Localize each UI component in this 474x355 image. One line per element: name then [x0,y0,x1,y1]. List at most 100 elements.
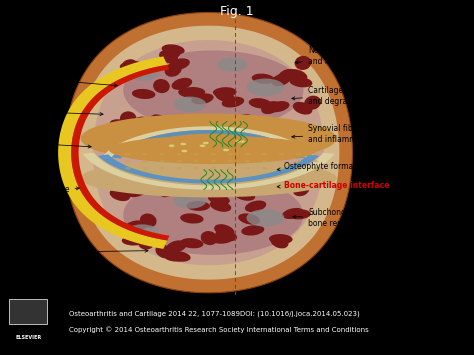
Polygon shape [64,12,353,293]
Ellipse shape [262,167,267,170]
Ellipse shape [180,238,203,248]
Ellipse shape [125,167,131,170]
Ellipse shape [210,167,216,170]
Ellipse shape [228,153,233,155]
Ellipse shape [292,182,310,196]
Ellipse shape [123,175,303,255]
Ellipse shape [279,160,284,163]
Ellipse shape [222,97,244,108]
Ellipse shape [138,235,155,250]
Ellipse shape [155,245,173,258]
Polygon shape [78,26,339,280]
Ellipse shape [182,87,205,97]
Ellipse shape [109,136,318,164]
Text: Synovial fibrosis
and inflammation: Synovial fibrosis and inflammation [292,125,376,144]
Ellipse shape [143,119,163,132]
Ellipse shape [246,78,284,96]
Ellipse shape [120,111,137,126]
Ellipse shape [180,213,203,224]
Ellipse shape [220,173,254,189]
Polygon shape [93,40,324,265]
Text: Osteoarthritis and Cartilage 2014 22, 1077-1089DOI: (10.1016/j.joca.2014.05.023): Osteoarthritis and Cartilage 2014 22, 10… [69,311,359,317]
Ellipse shape [213,87,237,97]
Ellipse shape [159,160,165,163]
Ellipse shape [178,88,201,98]
Text: Synovium: Synovium [0,138,91,148]
Text: ELSEVIER: ELSEVIER [15,335,42,340]
Ellipse shape [238,213,260,225]
Text: Copyright © 2014 Osteoarthritis Research Society International Terms and Conditi: Copyright © 2014 Osteoarthritis Research… [69,327,368,333]
Ellipse shape [81,159,337,197]
Ellipse shape [135,116,156,129]
Ellipse shape [228,160,233,163]
Ellipse shape [290,77,312,87]
Text: Ligament: Ligament [0,107,103,116]
Ellipse shape [162,44,185,55]
Ellipse shape [279,167,284,170]
Ellipse shape [234,189,255,201]
Ellipse shape [246,183,269,193]
Ellipse shape [295,56,311,70]
Ellipse shape [125,153,131,155]
Ellipse shape [261,101,280,114]
Ellipse shape [164,252,188,262]
Ellipse shape [176,160,182,163]
Ellipse shape [201,231,218,245]
Ellipse shape [214,224,235,236]
Ellipse shape [126,220,148,231]
Ellipse shape [269,234,292,244]
Ellipse shape [186,201,210,211]
Ellipse shape [262,153,267,155]
Ellipse shape [278,69,296,82]
Text: Bone marrow: Bone marrow [33,247,148,257]
Ellipse shape [287,209,311,219]
Ellipse shape [249,98,272,109]
Ellipse shape [168,144,175,147]
Ellipse shape [159,167,165,170]
Ellipse shape [313,160,319,163]
Ellipse shape [223,148,229,152]
Ellipse shape [210,200,231,212]
Ellipse shape [209,234,233,244]
Ellipse shape [122,236,146,246]
Ellipse shape [217,58,247,72]
Ellipse shape [246,209,284,227]
Ellipse shape [120,61,143,71]
Ellipse shape [215,230,237,241]
Text: Articular cartilage: Articular cartilage [0,74,117,87]
Ellipse shape [169,58,190,70]
Ellipse shape [235,140,242,143]
Ellipse shape [235,114,253,127]
Ellipse shape [81,114,337,163]
Ellipse shape [296,153,301,155]
Ellipse shape [267,101,290,112]
Ellipse shape [287,69,307,81]
Text: Osteophyte formation: Osteophyte formation [277,162,368,171]
Polygon shape [71,65,170,241]
Ellipse shape [187,170,204,185]
Ellipse shape [215,89,234,102]
Ellipse shape [228,167,233,170]
Ellipse shape [123,50,303,130]
Ellipse shape [166,240,185,253]
Ellipse shape [176,167,182,170]
Ellipse shape [279,153,284,155]
Text: OA: OA [328,20,345,30]
Ellipse shape [239,140,246,143]
Ellipse shape [245,153,250,155]
Ellipse shape [166,241,187,253]
Ellipse shape [149,114,166,129]
Ellipse shape [153,79,170,93]
Text: Bone-cartilage interface: Bone-cartilage interface [277,181,390,190]
Ellipse shape [202,141,209,144]
Ellipse shape [210,160,216,163]
Text: Subchondral bone: Subchondral bone [0,185,79,194]
Ellipse shape [142,167,148,170]
Ellipse shape [164,63,182,77]
Ellipse shape [110,119,132,131]
Ellipse shape [142,153,148,155]
Ellipse shape [282,208,304,219]
Text: Neoangiogenesis
and Neurogenesis: Neoangiogenesis and Neurogenesis [295,47,377,66]
Ellipse shape [262,160,267,163]
Ellipse shape [172,78,192,90]
